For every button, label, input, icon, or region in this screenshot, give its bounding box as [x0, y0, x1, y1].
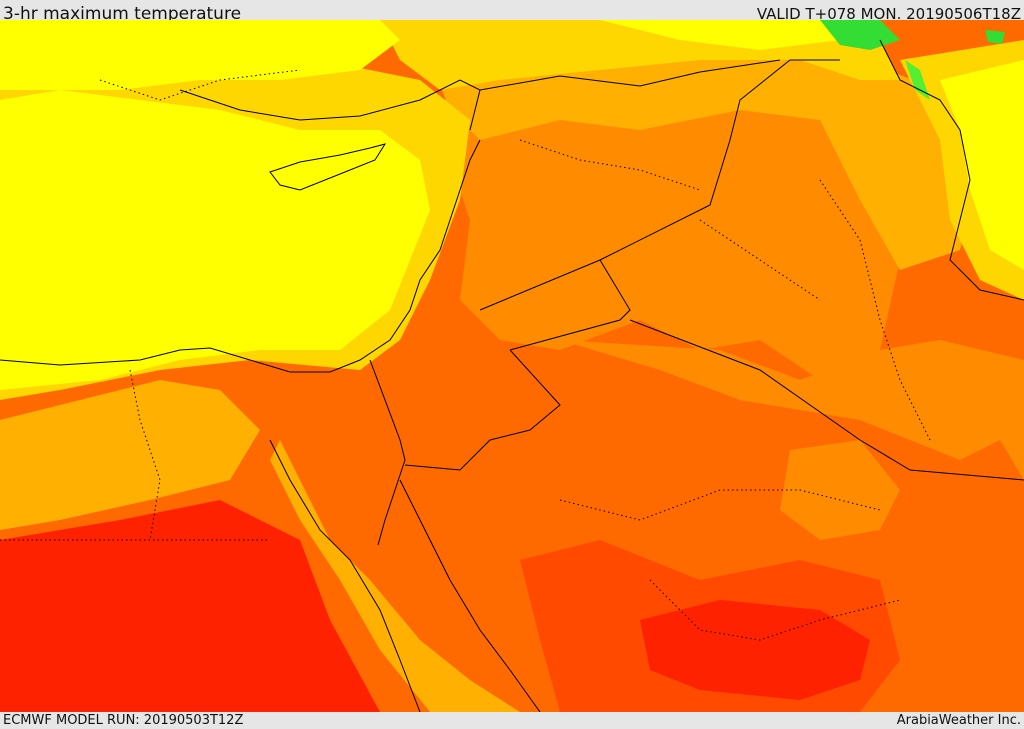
cyprus-outline: [269, 143, 387, 191]
field-yellow-top: [0, 20, 400, 90]
field-red-east2: [640, 600, 870, 700]
field-amber-redsea: [270, 440, 520, 712]
egypt-israel-border: [369, 359, 406, 461]
saudi-iraq-border: [629, 319, 1024, 481]
field-green-3: [905, 60, 930, 100]
map-title: 3-hr maximum temperature: [3, 4, 242, 24]
jordan-border: [404, 349, 561, 471]
header-bar: 3-hr maximum temperature VALID T+078 MON…: [0, 0, 1024, 24]
credit-label: ArabiaWeather Inc.: [896, 713, 1021, 728]
mediterranean-coast: [0, 139, 481, 373]
field-green-1: [820, 20, 900, 50]
turkey-south-coast: [179, 79, 481, 131]
field-orange-3: [780, 440, 900, 540]
field-green-2: [985, 30, 1005, 44]
field-red-west: [0, 500, 380, 712]
field-yellow-med: [0, 90, 430, 390]
field-amber-west: [0, 380, 260, 530]
field-orange-2: [560, 340, 1024, 480]
temperature-map: [0, 20, 1024, 712]
iraq-iran-border: [879, 39, 1024, 301]
red-sea-east: [399, 479, 541, 712]
jordan-iraq-border: [509, 259, 631, 351]
model-run-label: ECMWF MODEL RUN: 20190503T12Z: [3, 713, 244, 728]
footer-bar: ECMWF MODEL RUN: 20190503T12Z ArabiaWeat…: [0, 712, 1024, 729]
valid-time-label: VALID T+078 MON. 20190506T18Z: [756, 5, 1021, 23]
syria-turkey-border: [479, 59, 781, 91]
field-yellow-ne: [940, 60, 1024, 270]
country-borders: [0, 39, 1024, 712]
field-amber-north: [430, 40, 980, 270]
aqaba-gulf: [377, 459, 406, 546]
province-boundaries: [0, 69, 931, 641]
sinai-west-coast: [269, 439, 421, 712]
field-yellow-top2: [600, 20, 840, 50]
